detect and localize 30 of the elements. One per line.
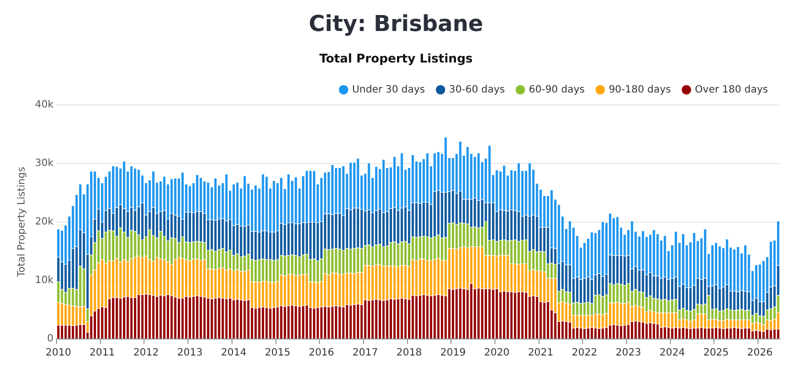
y-axis-title: Total Property Listings: [16, 166, 28, 278]
x-tick-label: 2020: [484, 348, 510, 359]
legend-label: Over 180 days: [694, 84, 768, 96]
x-tick-label: 2014: [221, 348, 246, 359]
x-tick-label: 2022: [572, 348, 598, 359]
x-tick-label: 2026: [747, 348, 773, 359]
x-tick-label: 2025: [703, 348, 729, 359]
legend-label: 30-60 days: [449, 84, 505, 96]
y-tick-label: 20k: [35, 216, 54, 228]
y-tick-label: 0: [47, 334, 54, 345]
x-tick-label: 2015: [264, 348, 290, 359]
x-tick-label: 2018: [396, 348, 422, 359]
legend-label: Under 30 days: [352, 84, 426, 96]
legend-label: 90-180 days: [608, 84, 671, 96]
x-tick-label: 2011: [89, 348, 115, 359]
x-tick-label: 2012: [133, 348, 159, 359]
x-tick-label: 2024: [659, 348, 685, 359]
y-tick-label: 10k: [35, 275, 54, 286]
x-tick-label: 2016: [308, 348, 334, 359]
x-tick-label: 2019: [440, 348, 466, 359]
chart-title: City: Brisbane: [308, 12, 484, 37]
x-tick-label: 2010: [46, 348, 72, 359]
chart-subtitle: Total Property Listings: [319, 52, 473, 66]
y-tick-label: 40k: [35, 99, 54, 110]
x-tick-label: 2013: [177, 348, 203, 359]
x-tick-label: 2017: [352, 348, 378, 359]
x-tick-label: 2021: [528, 348, 554, 359]
legend-label: 60-90 days: [528, 84, 585, 96]
x-tick-label: 2023: [616, 348, 642, 359]
y-tick-label: 30k: [35, 158, 54, 169]
